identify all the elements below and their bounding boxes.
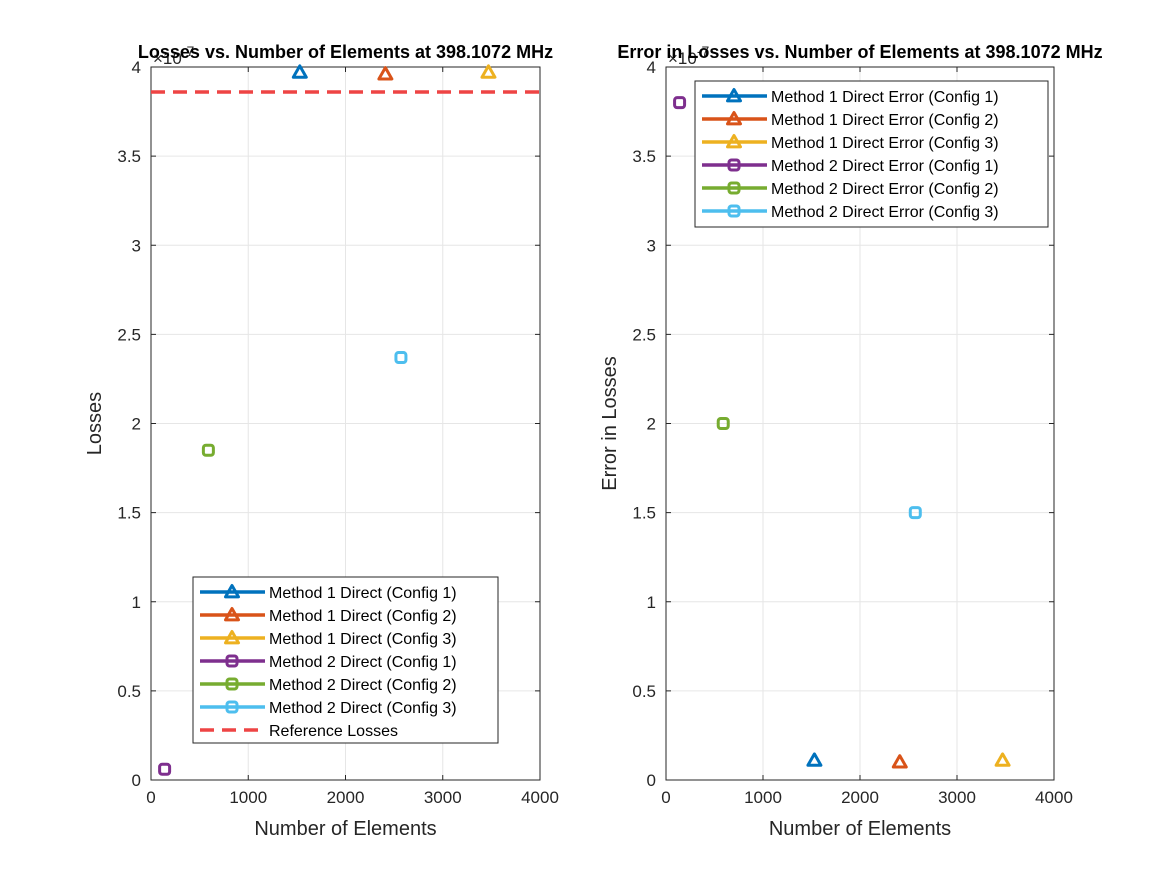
y-tick-label: 3.5 xyxy=(117,147,141,166)
x-tick-label: 2000 xyxy=(841,788,879,807)
exponent-base: ×10 xyxy=(668,49,697,68)
legend-label: Method 1 Direct (Config 2) xyxy=(269,608,457,625)
y-exponent-label: ×10-7 xyxy=(153,43,195,68)
legend-marker-square xyxy=(225,677,239,691)
x-tick-label: 1000 xyxy=(744,788,782,807)
legend-marker-triangle xyxy=(726,88,742,103)
data-point-triangle xyxy=(994,752,1011,767)
x-tick-label: 1000 xyxy=(229,788,267,807)
legend-marker-triangle xyxy=(726,111,742,126)
data-point-square xyxy=(158,762,172,776)
y-tick-label: 2 xyxy=(647,415,656,434)
chart-title: Error in Losses vs. Number of Elements a… xyxy=(617,42,1102,62)
legend-label: Method 2 Direct Error (Config 3) xyxy=(771,204,999,221)
y-tick-label: 3 xyxy=(132,236,141,255)
exponent-power: -7 xyxy=(182,43,195,59)
y-tick-label: 4 xyxy=(647,58,656,77)
y-tick-label: 1 xyxy=(647,593,656,612)
y-tick-label: 4 xyxy=(132,58,141,77)
x-axis-label: Number of Elements xyxy=(769,818,951,840)
exponent-base: ×10 xyxy=(153,49,182,68)
data-point-triangle xyxy=(291,64,308,79)
legend-label: Method 1 Direct (Config 3) xyxy=(269,631,457,648)
legend-label: Method 1 Direct (Config 1) xyxy=(269,585,457,602)
data-point-triangle xyxy=(480,64,497,79)
y-tick-label: 3 xyxy=(647,236,656,255)
data-point-square xyxy=(201,443,215,457)
legend-label: Method 1 Direct Error (Config 1) xyxy=(771,89,999,106)
y-tick-label: 3.5 xyxy=(632,147,656,166)
legend-label: Method 2 Direct (Config 1) xyxy=(269,654,457,671)
y-axis-label: Error in Losses xyxy=(599,356,621,491)
data-point-triangle xyxy=(806,752,823,767)
legend-label-reference: Reference Losses xyxy=(269,723,398,740)
legend-label: Method 1 Direct Error (Config 2) xyxy=(771,112,999,129)
data-point-triangle xyxy=(377,66,394,81)
x-tick-label: 3000 xyxy=(424,788,462,807)
x-tick-label: 0 xyxy=(661,788,670,807)
y-tick-label: 0 xyxy=(647,771,656,790)
exponent-power: -7 xyxy=(697,43,710,59)
x-tick-label: 3000 xyxy=(938,788,976,807)
legend-marker-square xyxy=(727,158,741,172)
data-point-square xyxy=(716,417,730,430)
legend-label: Method 2 Direct (Config 3) xyxy=(269,700,457,717)
legend-marker-square xyxy=(225,654,239,668)
legend-marker-square xyxy=(727,204,741,218)
y-tick-label: 0.5 xyxy=(632,682,656,701)
legend-marker-triangle xyxy=(726,134,742,149)
x-axis-label: Number of Elements xyxy=(254,818,436,840)
y-axis-label: Losses xyxy=(84,392,106,455)
data-point-square xyxy=(908,506,922,520)
legend-label: Method 1 Direct Error (Config 3) xyxy=(771,135,999,152)
legend-marker-square xyxy=(225,700,239,714)
legend-marker-triangle xyxy=(224,630,240,645)
y-tick-label: 2.5 xyxy=(117,325,141,344)
y-tick-label: 0.5 xyxy=(117,682,141,701)
data-point-square xyxy=(394,351,408,365)
chart-title: Losses vs. Number of Elements at 398.107… xyxy=(138,42,553,62)
x-tick-label: 2000 xyxy=(327,788,365,807)
legend-marker-triangle xyxy=(224,584,240,599)
x-tick-label: 4000 xyxy=(521,788,559,807)
y-tick-label: 1.5 xyxy=(632,504,656,523)
legend-label: Method 2 Direct Error (Config 1) xyxy=(771,158,999,175)
legend-marker-square xyxy=(727,181,741,195)
y-tick-label: 1 xyxy=(132,593,141,612)
x-tick-label: 4000 xyxy=(1035,788,1073,807)
chart-2: 0 1000 2000 3000 4000 0 0.5 1 1.5 2 2.5 3 3.5 4 ×10-7 N… xyxy=(599,42,1103,840)
chart-1: 0 1000 2000 3000 4000 0 0.5 1 1.5 2 2.5 3 3.5 4 ×10-7 N… xyxy=(84,42,559,840)
y-exponent-label: ×10-7 xyxy=(668,43,710,68)
data-point-square xyxy=(673,96,687,110)
legend: Method 1 Direct Error (Config 1) Method 1… xyxy=(694,80,1049,228)
legend-marker-triangle xyxy=(224,607,240,622)
y-tick-label: 1.5 xyxy=(117,504,141,523)
legend: Method 1 Direct (Config 1) Method 1 Direc… xyxy=(192,576,499,744)
legend-label: Method 2 Direct Error (Config 2) xyxy=(771,181,999,198)
data-point-triangle xyxy=(891,754,908,769)
y-tick-label: 0 xyxy=(132,771,141,790)
legend-box xyxy=(694,80,1049,228)
x-tick-label: 0 xyxy=(146,788,155,807)
y-tick-label: 2 xyxy=(132,415,141,434)
y-tick-label: 2.5 xyxy=(632,325,656,344)
legend-label: Method 2 Direct (Config 2) xyxy=(269,677,457,694)
